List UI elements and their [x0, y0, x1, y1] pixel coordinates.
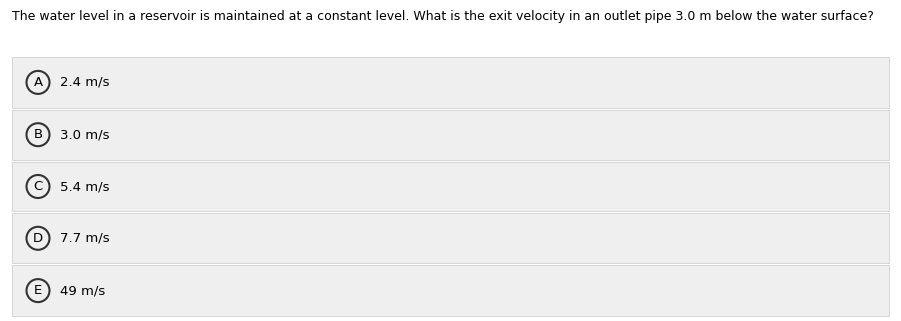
Text: A: A: [33, 76, 42, 89]
Text: The water level in a reservoir is maintained at a constant level. What is the ex: The water level in a reservoir is mainta…: [12, 10, 874, 23]
Ellipse shape: [26, 123, 50, 146]
Text: 7.7 m/s: 7.7 m/s: [59, 232, 109, 245]
FancyBboxPatch shape: [12, 213, 889, 263]
FancyBboxPatch shape: [12, 57, 889, 108]
Text: B: B: [33, 128, 42, 141]
FancyBboxPatch shape: [12, 265, 889, 316]
Text: D: D: [33, 232, 43, 245]
Ellipse shape: [26, 279, 50, 302]
Text: 5.4 m/s: 5.4 m/s: [59, 180, 109, 193]
Text: 49 m/s: 49 m/s: [59, 284, 105, 297]
Ellipse shape: [26, 175, 50, 198]
Text: C: C: [33, 180, 42, 193]
Ellipse shape: [26, 227, 50, 250]
FancyBboxPatch shape: [12, 161, 889, 212]
Text: E: E: [34, 284, 42, 297]
Text: 3.0 m/s: 3.0 m/s: [59, 128, 109, 141]
Ellipse shape: [26, 71, 50, 94]
Text: 2.4 m/s: 2.4 m/s: [59, 76, 109, 89]
FancyBboxPatch shape: [12, 110, 889, 160]
